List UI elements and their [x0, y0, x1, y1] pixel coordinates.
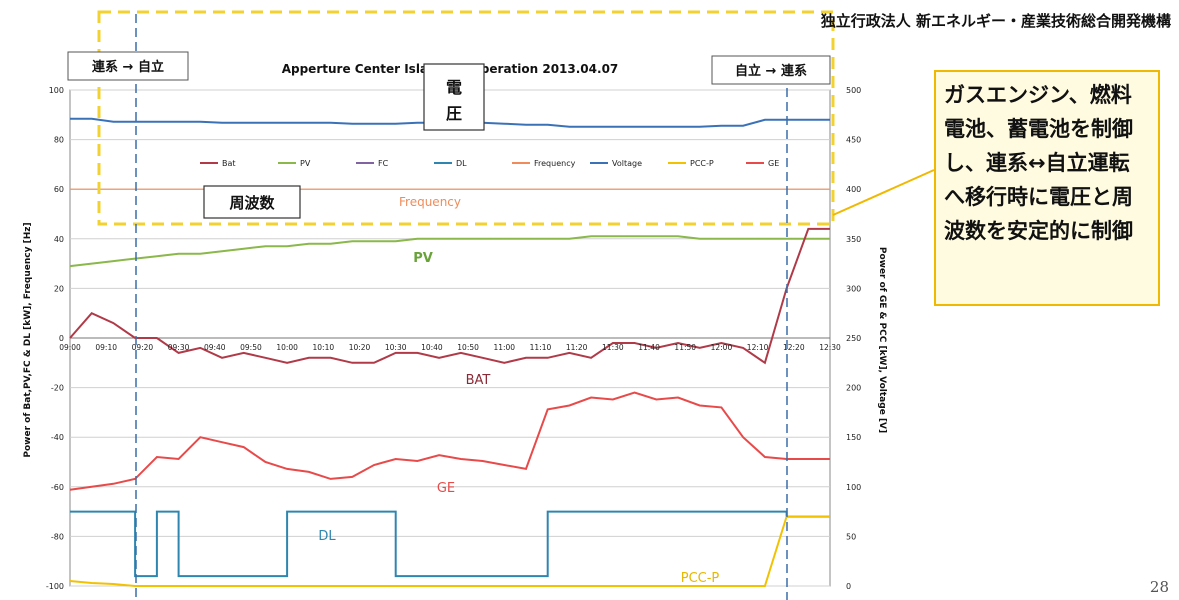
x-tick-label: 11:50: [674, 343, 696, 352]
x-tick-label: 11:10: [530, 343, 552, 352]
frequency-box-label: 周波数: [229, 194, 275, 212]
x-tick-label: 10:50: [457, 343, 479, 352]
series-label-frequency: Frequency: [399, 195, 461, 209]
x-tick-label: 10:30: [385, 343, 407, 352]
page-number: 28: [1149, 578, 1169, 596]
legend-label: DL: [456, 159, 467, 168]
voltage-frequency-highlight: [97, 10, 835, 226]
legend-label: PV: [300, 159, 311, 168]
y-tick-right-label: 350: [846, 235, 861, 244]
y-tick-right-label: 150: [846, 433, 861, 442]
callout-connector: [832, 169, 935, 216]
x-tick-label: 12:10: [747, 343, 769, 352]
x-tick-label: 11:40: [638, 343, 660, 352]
y-tick-left-label: 60: [54, 185, 64, 194]
y-tick-right-label: 100: [846, 483, 861, 492]
series-line-pcc-p: [69, 515, 830, 587]
x-tick-label: 12:00: [711, 343, 733, 352]
x-tick-label: 09:00: [59, 343, 81, 352]
x-tick-label: 12:30: [819, 343, 841, 352]
x-tick-label: 09:50: [240, 343, 262, 352]
x-tick-label: 11:00: [493, 343, 515, 352]
x-tick-label: 09:30: [168, 343, 190, 352]
legend-label: PCC-P: [690, 159, 714, 168]
x-tick-label: 09:20: [132, 343, 154, 352]
right-mode-box: [711, 55, 831, 85]
series-label-bat: BAT: [466, 373, 491, 388]
y-tick-left-label: -100: [46, 582, 64, 591]
voltage-box-label-1: 電: [446, 78, 462, 97]
y-tick-right-label: 50: [846, 532, 856, 541]
y-tick-right-label: 200: [846, 384, 861, 393]
left-mode-box: [67, 51, 189, 81]
x-tick-label: 10:40: [421, 343, 443, 352]
grid-lines: [70, 89, 830, 587]
y-tick-left-label: -20: [51, 384, 64, 393]
y-tick-left-label: -40: [51, 433, 64, 442]
x-tick-label: 10:20: [349, 343, 371, 352]
y-tick-left-label: 40: [54, 235, 64, 244]
left-mode-label: 連系 → 自立: [92, 59, 164, 75]
callout-text: ガスエンジン、燃料電池、蓄電池を制御し、連系↔自立運転へ移行時に電圧と周波数を安…: [944, 83, 1133, 243]
y-tick-right-label: 500: [846, 86, 861, 95]
y-tick-left-label: 20: [54, 284, 64, 293]
legend-label: Frequency: [534, 159, 576, 168]
series-label-ge: GE: [437, 481, 455, 496]
legend-label: FC: [378, 159, 389, 168]
y-tick-right-label: 250: [846, 334, 861, 343]
legend-label: Bat: [222, 159, 236, 168]
voltage-box: [423, 63, 485, 131]
y-tick-left-label: 100: [49, 86, 64, 95]
series-line-ge: [69, 391, 830, 491]
x-axis-ticks: 09:00 09:10 09:20 09:30 09:40 09:50 10:00 10:10…: [59, 343, 841, 352]
x-tick-label: 10:10: [313, 343, 335, 352]
x-tick-label: 09:40: [204, 343, 226, 352]
series-label-pv: PV: [413, 251, 433, 266]
frequency-box: [203, 185, 301, 219]
x-tick-label: 11:30: [602, 343, 624, 352]
series-label-dl: DL: [318, 529, 336, 544]
voltage-box-label-2: 圧: [446, 104, 462, 123]
x-tick-label: 11:20: [566, 343, 588, 352]
organization-name: 独立行政法人 新エネルギー・産業技術総合開発機構: [820, 12, 1171, 30]
y-tick-right-label: 300: [846, 284, 861, 293]
series-line-pv: [69, 235, 830, 268]
y-tick-right-label: 450: [846, 136, 861, 145]
chart-legend: Bat PV FC DL Frequency Voltage PCC-P GE: [200, 159, 779, 168]
series-label-pcc: PCC-P: [681, 571, 720, 586]
x-tick-label: 10:00: [276, 343, 298, 352]
y-tick-left-label: 0: [59, 334, 64, 343]
y-axis-left-ticks: 100 80 60 40 20 0 -20 -40 -60 -80 -100: [46, 86, 64, 591]
y-axis-right-label: Power of GE & PCC [kW], Voltage [V]: [877, 247, 887, 433]
series-layer: [69, 117, 830, 587]
x-tick-label: 12:20: [783, 343, 805, 352]
x-tick-label: 09:10: [95, 343, 117, 352]
y-tick-left-label: 80: [54, 136, 64, 145]
y-axis-left-label: Power of Bat,PV,FC & DL [kW], Frequency …: [23, 222, 33, 457]
legend-label: GE: [768, 159, 779, 168]
y-tick-left-label: -60: [51, 483, 64, 492]
y-tick-right-label: 400: [846, 185, 861, 194]
y-tick-left-label: -80: [51, 532, 64, 541]
series-line-dl: [70, 510, 830, 578]
legend-label: Voltage: [612, 159, 642, 168]
series-line-bat: [69, 227, 830, 365]
y-tick-right-label: 0: [846, 582, 851, 591]
callout-box: ガスエンジン、燃料電池、蓄電池を制御し、連系↔自立運転へ移行時に電圧と周波数を安…: [934, 70, 1160, 306]
right-mode-label: 自立 → 連系: [735, 63, 807, 79]
